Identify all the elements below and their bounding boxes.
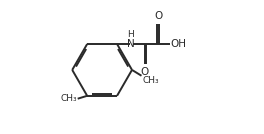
Text: H: H [128, 30, 134, 39]
Text: O: O [141, 67, 149, 77]
Text: CH₃: CH₃ [142, 77, 159, 85]
Text: O: O [154, 11, 163, 21]
Text: OH: OH [171, 39, 187, 49]
Text: CH₃: CH₃ [60, 94, 77, 103]
Text: N: N [127, 39, 135, 49]
